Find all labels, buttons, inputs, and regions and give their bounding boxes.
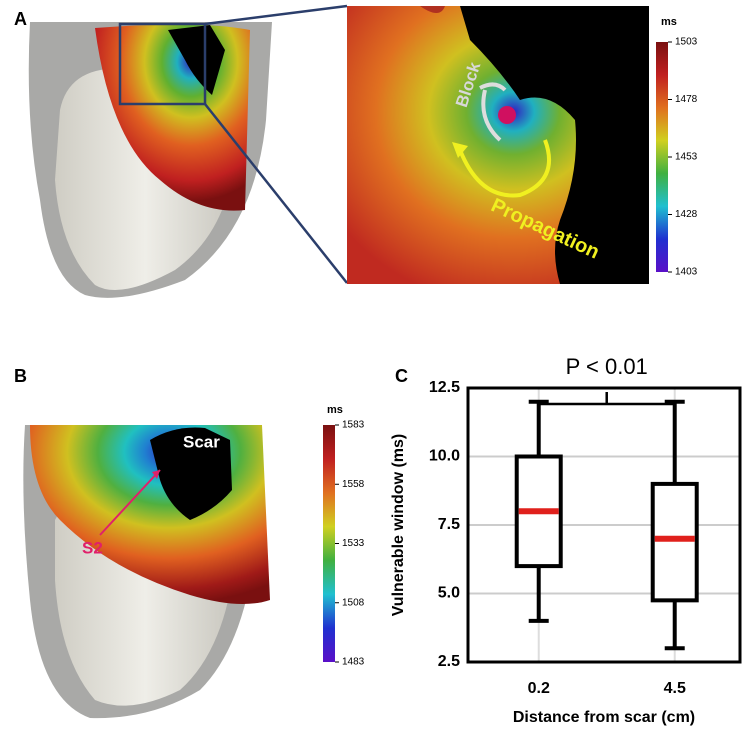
y-tick-label: 5.0 bbox=[438, 585, 460, 602]
colorbar-unit: ms bbox=[661, 16, 677, 28]
y-axis-label: Vulnerable window (ms) bbox=[390, 434, 407, 617]
zoom-a bbox=[347, 6, 649, 284]
x-axis-label: Distance from scar (cm) bbox=[513, 709, 695, 726]
colorbar-tick-label: 1483 bbox=[342, 657, 365, 668]
colorbar-tick-label: 1453 bbox=[675, 152, 698, 163]
colorbar-tick-label: 1403 bbox=[675, 267, 698, 278]
colorbar-tick-label: 1478 bbox=[675, 94, 698, 105]
colorbar-tick-label: 1558 bbox=[342, 479, 365, 490]
x-tick-label: 0.2 bbox=[528, 680, 550, 697]
colorbar-tick-label: 1583 bbox=[342, 420, 365, 431]
y-tick-label: 7.5 bbox=[438, 516, 460, 533]
y-tick-label: 12.5 bbox=[429, 379, 460, 396]
colorbar-tick-label: 1428 bbox=[675, 209, 698, 220]
colorbar-unit: ms bbox=[327, 404, 343, 416]
plot-frame bbox=[466, 386, 742, 664]
x-tick-label: 4.5 bbox=[664, 680, 686, 697]
heart-b bbox=[23, 425, 270, 719]
colorbar bbox=[656, 42, 668, 272]
colorbar-tick-label: 1533 bbox=[342, 538, 365, 549]
y-tick-label: 2.5 bbox=[438, 653, 460, 670]
colorbar-tick-label: 1508 bbox=[342, 597, 365, 608]
panel-label: C bbox=[395, 366, 408, 386]
annotation: S2 bbox=[82, 538, 103, 557]
significance-bracket bbox=[537, 392, 676, 410]
significance: P < 0.01 bbox=[566, 354, 648, 379]
heart-a bbox=[28, 4, 348, 298]
annotation: Scar bbox=[183, 432, 220, 451]
colorbar bbox=[323, 425, 335, 662]
colorbar-tick-label: 1503 bbox=[675, 37, 698, 48]
y-tick-label: 10.0 bbox=[429, 448, 460, 465]
box bbox=[650, 481, 699, 603]
panel-label: B bbox=[14, 366, 27, 386]
panel-label: A bbox=[14, 9, 27, 29]
